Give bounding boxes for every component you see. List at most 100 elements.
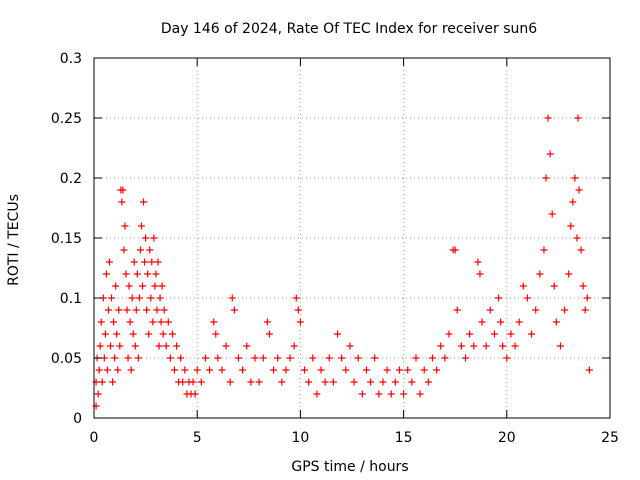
- data-point: [191, 390, 199, 398]
- data-point: [135, 294, 143, 302]
- data-point: [98, 378, 106, 386]
- data-point: [94, 390, 102, 398]
- data-point: [121, 222, 129, 230]
- data-point: [565, 270, 573, 278]
- data-point: [146, 246, 154, 254]
- data-point: [412, 354, 420, 362]
- data-point: [114, 366, 122, 374]
- data-point: [152, 270, 160, 278]
- data-point: [286, 354, 294, 362]
- data-point: [441, 354, 449, 362]
- data-point: [134, 354, 142, 362]
- data-point: [550, 282, 558, 290]
- data-point: [544, 114, 552, 122]
- y-tick-label: 0.05: [51, 351, 82, 367]
- data-point: [290, 342, 298, 350]
- data-point: [123, 306, 131, 314]
- data-point: [321, 378, 329, 386]
- data-point: [151, 282, 159, 290]
- data-point: [120, 246, 128, 254]
- data-point: [181, 366, 189, 374]
- data-point: [228, 294, 236, 302]
- data-point: [230, 306, 238, 314]
- y-tick-label: 0.1: [60, 291, 82, 307]
- data-point: [274, 354, 282, 362]
- data-point: [334, 330, 342, 338]
- data-point: [542, 174, 550, 182]
- data-point: [141, 258, 149, 266]
- data-point: [179, 378, 187, 386]
- x-tick-label: 15: [395, 430, 413, 446]
- data-point: [156, 294, 164, 302]
- data-point: [143, 306, 151, 314]
- data-point: [108, 294, 116, 302]
- data-point: [462, 354, 470, 362]
- data-point: [338, 354, 346, 362]
- data-point: [507, 330, 515, 338]
- data-point: [474, 258, 482, 266]
- data-point: [128, 294, 136, 302]
- data-point: [105, 258, 113, 266]
- data-point: [453, 306, 461, 314]
- data-point: [247, 378, 255, 386]
- data-point: [497, 318, 505, 326]
- data-point: [265, 330, 273, 338]
- x-tick-label: 10: [291, 430, 309, 446]
- data-point: [313, 390, 321, 398]
- data-point: [379, 378, 387, 386]
- x-tick-label: 20: [498, 430, 516, 446]
- data-point: [142, 234, 150, 242]
- data-point: [367, 378, 375, 386]
- data-point: [282, 366, 290, 374]
- data-point: [329, 378, 337, 386]
- data-point: [173, 342, 181, 350]
- data-point: [556, 342, 564, 350]
- data-point: [445, 330, 453, 338]
- data-point: [433, 366, 441, 374]
- data-point: [451, 246, 459, 254]
- data-point: [478, 318, 486, 326]
- data-point: [168, 330, 176, 338]
- data-point: [103, 366, 111, 374]
- data-point: [96, 342, 104, 350]
- data-point: [222, 342, 230, 350]
- data-point: [214, 354, 222, 362]
- grid-lines: [94, 58, 610, 418]
- data-point: [548, 210, 556, 218]
- data-point: [124, 354, 132, 362]
- data-point: [532, 306, 540, 314]
- chart-title: Day 146 of 2024, Rate Of TEC Index for r…: [161, 21, 537, 37]
- data-point: [499, 342, 507, 350]
- data-point: [160, 306, 168, 314]
- data-point: [358, 390, 366, 398]
- data-point: [119, 186, 127, 194]
- data-point: [125, 282, 133, 290]
- data-point: [400, 390, 408, 398]
- y-tick-label: 0.3: [60, 51, 82, 67]
- data-point: [569, 198, 577, 206]
- data-point: [226, 378, 234, 386]
- data-point: [523, 294, 531, 302]
- data-point: [528, 330, 536, 338]
- data-point: [133, 270, 141, 278]
- data-point: [404, 366, 412, 374]
- data-point: [166, 354, 174, 362]
- data-point: [362, 366, 370, 374]
- data-point: [350, 378, 358, 386]
- data-point: [149, 318, 157, 326]
- data-point: [193, 366, 201, 374]
- data-point: [107, 342, 115, 350]
- data-point: [470, 342, 478, 350]
- data-point: [342, 366, 350, 374]
- y-axis-label: ROTI / TECUs: [6, 194, 22, 286]
- data-point: [540, 246, 548, 254]
- data-point: [482, 342, 490, 350]
- data-point: [579, 282, 587, 290]
- data-point: [122, 270, 130, 278]
- data-point: [371, 354, 379, 362]
- plot-frame: [93, 57, 611, 419]
- data-point: [387, 390, 395, 398]
- data-point: [206, 366, 214, 374]
- data-point: [157, 318, 165, 326]
